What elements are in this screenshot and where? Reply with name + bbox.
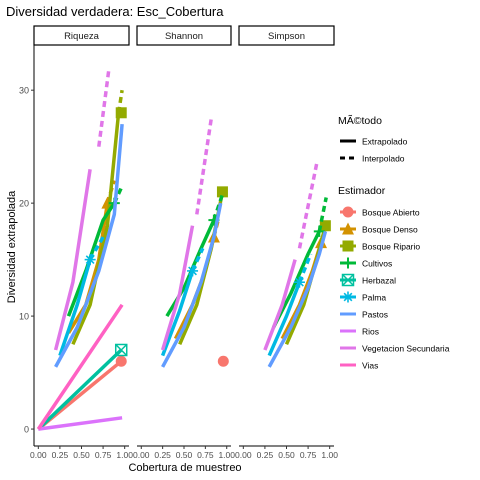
facet-shannon: Shannon 0.00 0.25 0.50 0.75 1.00 bbox=[133, 25, 235, 460]
x-tick-label: 0.00 bbox=[235, 450, 252, 460]
x-tick-label: 1.00 bbox=[218, 450, 235, 460]
x-tick-label: 0.75 bbox=[300, 450, 317, 460]
facet-strip-label: Shannon bbox=[165, 31, 203, 42]
x-axis-label: Cobertura de muestreo bbox=[128, 462, 241, 474]
series-line-vias bbox=[36, 303, 124, 431]
legend-estimator-title: Estimador bbox=[338, 185, 386, 197]
facet-riqueza: Riqueza 0.00 0.25 0.50 0.75 1.00 bbox=[30, 25, 133, 460]
x-tick-label: 0.50 bbox=[73, 450, 90, 460]
series-line-dashed-cultivos bbox=[317, 197, 328, 232]
series-line-vegetacion-secundaria bbox=[263, 259, 297, 351]
facet-strip bbox=[238, 25, 335, 46]
legend-estimator-label: Vias bbox=[362, 361, 378, 371]
series-line-pastos bbox=[54, 123, 124, 368]
series-point-palma bbox=[187, 265, 199, 277]
series-point-bosque-ripario bbox=[216, 186, 228, 198]
legend-method-label: Interpolado bbox=[362, 154, 405, 164]
series-point-herbazal bbox=[114, 343, 128, 357]
legend-key-shape-bosque-ripario bbox=[342, 240, 354, 252]
series-point-bosque-ripario bbox=[115, 107, 127, 119]
series-line-rios bbox=[38, 416, 123, 431]
series-point-bosque-abierto bbox=[115, 355, 127, 367]
series-line-dashed-vegetacion-secundaria bbox=[97, 67, 111, 147]
legend-estimator-label: Cultivos bbox=[362, 259, 392, 269]
x-tick-label: 0.50 bbox=[278, 450, 295, 460]
legend-estimator-label: Rios bbox=[362, 327, 379, 337]
x-tick-label: 0.00 bbox=[133, 450, 150, 460]
legend-key-shape-cultivos bbox=[342, 257, 354, 269]
legend-estimator-label: Palma bbox=[362, 293, 386, 303]
legend-key-shape-bosque-denso bbox=[342, 222, 354, 235]
x-tick-label: 1.00 bbox=[116, 450, 133, 460]
series-line-dashed-palma bbox=[190, 247, 205, 272]
series-line-cultivos bbox=[66, 202, 116, 317]
chart-title: Diversidad verdadera: Esc_Cobertura bbox=[6, 4, 224, 19]
series-line-cultivos bbox=[271, 230, 321, 329]
series-line-bosque-denso bbox=[67, 202, 110, 334]
legend-estimator-label: Bosque Abierto bbox=[362, 208, 420, 218]
facet-strip-label: Riqueza bbox=[64, 31, 100, 42]
series-point-bosque-ripario bbox=[319, 220, 331, 232]
legend: MÃ©todo Extrapolado Interpolado Estimador Bo… bbox=[338, 114, 450, 371]
series-point-cultivos bbox=[313, 225, 325, 237]
legend-method-label: Extrapolado bbox=[362, 137, 408, 147]
legend-method-title: MÃ©todo bbox=[338, 114, 382, 127]
series-line-palma bbox=[58, 259, 92, 357]
series-line-pastos bbox=[161, 202, 223, 368]
legend-estimator-label: Vegetacion Secundaria bbox=[362, 344, 450, 354]
series-point-bosque-abierto bbox=[217, 355, 229, 367]
facet-strip-label: Simpson bbox=[268, 31, 305, 42]
y-tick-label: 20 bbox=[19, 199, 29, 209]
legend-estimator-label: Herbazal bbox=[362, 276, 396, 286]
x-tick-label: 1.00 bbox=[321, 450, 338, 460]
facet-simpson: Simpson 0.00 0.25 0.50 0.75 1.00 bbox=[235, 25, 338, 460]
x-tick-label: 0.25 bbox=[257, 450, 274, 460]
x-tick-label: 0.75 bbox=[95, 450, 112, 460]
y-axis: 0 10 20 30 bbox=[19, 45, 35, 446]
series-line-dashed-palma bbox=[297, 253, 313, 283]
series-point-palma bbox=[293, 276, 305, 288]
series-line-pastos bbox=[267, 230, 328, 368]
legend-key-shape-bosque-abierto bbox=[342, 206, 354, 218]
legend-estimator-label: Bosque Denso bbox=[362, 225, 418, 235]
legend-estimator-label: Pastos bbox=[362, 310, 388, 320]
legend-estimator-label: Bosque Ripario bbox=[362, 242, 420, 252]
series-line-palma bbox=[267, 281, 302, 357]
series-point-palma bbox=[84, 254, 96, 266]
legend-key-shape-palma bbox=[342, 291, 354, 303]
series-line-dashed-vegetacion-secundaria bbox=[195, 118, 214, 215]
y-tick-label: 0 bbox=[24, 425, 29, 435]
facet-strip bbox=[136, 25, 232, 46]
series-line-palma bbox=[160, 270, 195, 357]
series-line-herbazal bbox=[37, 348, 123, 431]
y-tick-label: 10 bbox=[19, 312, 29, 322]
legend-key-shape-herbazal bbox=[341, 273, 355, 287]
x-tick-label: 0.00 bbox=[30, 450, 47, 460]
x-tick-label: 0.50 bbox=[176, 450, 193, 460]
x-tick-label: 0.25 bbox=[52, 450, 69, 460]
y-axis-label: Diversidad extrapolada bbox=[6, 190, 18, 303]
series-line-vegetacion-secundaria bbox=[53, 169, 92, 351]
series-line-vegetacion-secundaria bbox=[160, 225, 195, 351]
x-tick-label: 0.25 bbox=[154, 450, 171, 460]
y-tick-label: 30 bbox=[19, 86, 29, 96]
series-line-dashed-vegetacion-secundaria bbox=[297, 163, 319, 249]
facet-strip bbox=[33, 25, 130, 46]
x-tick-label: 0.75 bbox=[197, 450, 214, 460]
series-line-dashed-palma bbox=[88, 236, 105, 261]
